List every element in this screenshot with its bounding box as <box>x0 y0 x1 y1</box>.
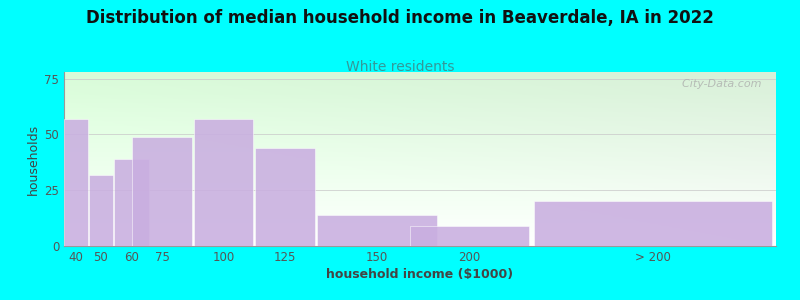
Text: Distribution of median household income in Beaverdale, IA in 2022: Distribution of median household income … <box>86 9 714 27</box>
Bar <box>410 226 529 246</box>
Text: City-Data.com: City-Data.com <box>675 79 762 89</box>
Bar <box>64 119 88 246</box>
Bar <box>133 137 192 246</box>
X-axis label: household income ($1000): household income ($1000) <box>326 268 514 281</box>
Bar <box>534 201 772 246</box>
Bar <box>255 148 314 246</box>
Bar <box>194 119 254 246</box>
Y-axis label: households: households <box>27 123 40 195</box>
Bar <box>89 175 113 246</box>
Bar <box>318 215 437 246</box>
Text: White residents: White residents <box>346 60 454 74</box>
Bar <box>114 159 150 246</box>
